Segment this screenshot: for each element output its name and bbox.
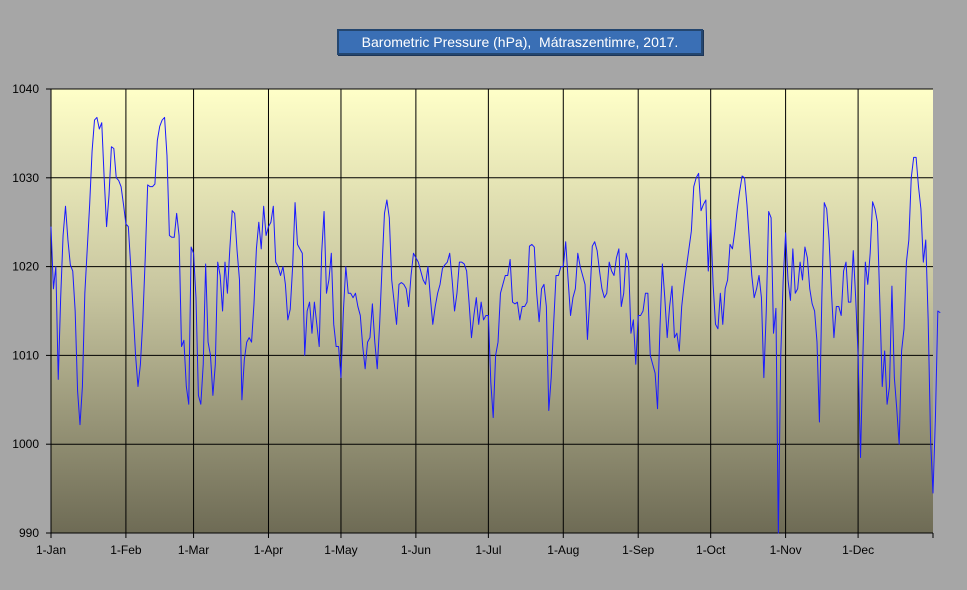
- x-tick-label: 1-Aug: [547, 543, 579, 557]
- y-tick-label: 1020: [12, 260, 39, 274]
- x-tick-label: 1-Oct: [696, 543, 726, 557]
- y-tick-label: 1000: [12, 437, 39, 451]
- y-tick-label: 1030: [12, 171, 39, 185]
- x-tick-label: 1-Jul: [475, 543, 501, 557]
- series-line: [50, 116, 941, 534]
- tick-labels: 990 1000 1010 1020 1030 1040 1-Jan 1-Feb 1-Mar 1-…: [12, 82, 874, 557]
- x-tick-label: 1-Mar: [178, 543, 209, 557]
- y-tick-label: 1040: [12, 82, 39, 96]
- axes: [46, 88, 934, 538]
- x-tick-label: 1-Feb: [110, 543, 142, 557]
- y-tick-label: 990: [19, 526, 39, 540]
- x-tick-label: 1-Nov: [770, 543, 802, 557]
- x-tick-label: 1-Jun: [401, 543, 431, 557]
- chart-title: Barometric Pressure (hPa), Mátraszentimr…: [337, 29, 703, 55]
- x-tick-label: 1-May: [324, 543, 357, 557]
- x-tick-label: 1-Jan: [36, 543, 66, 557]
- x-tick-label: 1-Apr: [254, 543, 283, 557]
- plot-area: [51, 89, 933, 533]
- series-layer: [50, 116, 941, 534]
- x-tick-label: 1-Sep: [622, 543, 654, 557]
- x-tick-label: 1-Dec: [842, 543, 874, 557]
- y-tick-label: 1010: [12, 348, 39, 362]
